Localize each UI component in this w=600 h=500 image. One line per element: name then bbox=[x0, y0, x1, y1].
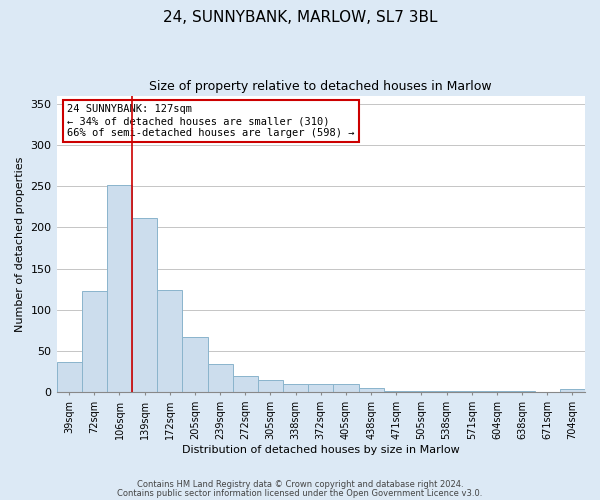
X-axis label: Distribution of detached houses by size in Marlow: Distribution of detached houses by size … bbox=[182, 445, 460, 455]
Bar bbox=[409, 390, 434, 392]
Bar bbox=[258, 380, 283, 392]
Bar bbox=[308, 384, 334, 392]
Title: Size of property relative to detached houses in Marlow: Size of property relative to detached ho… bbox=[149, 80, 492, 93]
Bar bbox=[107, 184, 132, 392]
Text: 24, SUNNYBANK, MARLOW, SL7 3BL: 24, SUNNYBANK, MARLOW, SL7 3BL bbox=[163, 10, 437, 25]
Bar bbox=[132, 218, 157, 392]
Bar bbox=[560, 389, 585, 392]
Bar bbox=[359, 388, 383, 392]
Text: 24 SUNNYBANK: 127sqm
← 34% of detached houses are smaller (310)
66% of semi-deta: 24 SUNNYBANK: 127sqm ← 34% of detached h… bbox=[67, 104, 355, 138]
Bar bbox=[383, 390, 409, 392]
Bar bbox=[434, 390, 459, 392]
Bar bbox=[56, 362, 82, 392]
Bar bbox=[208, 364, 233, 392]
Bar bbox=[459, 390, 484, 392]
Bar bbox=[509, 390, 535, 392]
Y-axis label: Number of detached properties: Number of detached properties bbox=[15, 156, 25, 332]
Bar bbox=[233, 376, 258, 392]
Bar bbox=[283, 384, 308, 392]
Bar bbox=[82, 291, 107, 392]
Bar bbox=[334, 384, 359, 392]
Text: Contains public sector information licensed under the Open Government Licence v3: Contains public sector information licen… bbox=[118, 488, 482, 498]
Text: Contains HM Land Registry data © Crown copyright and database right 2024.: Contains HM Land Registry data © Crown c… bbox=[137, 480, 463, 489]
Bar bbox=[157, 290, 182, 392]
Bar bbox=[484, 390, 509, 392]
Bar bbox=[182, 337, 208, 392]
